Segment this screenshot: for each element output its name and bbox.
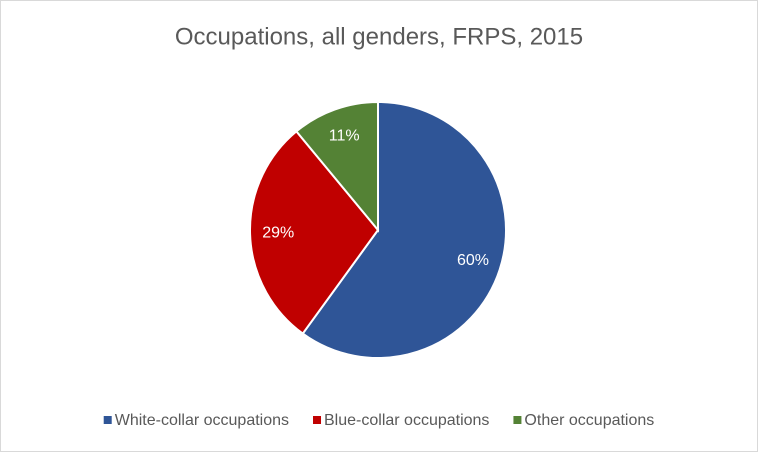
legend-label: Blue-collar occupations bbox=[324, 412, 489, 429]
legend-label: Other occupations bbox=[524, 412, 654, 429]
legend: White-collar occupations Blue-collar occu… bbox=[103, 412, 654, 429]
data-label: 60% bbox=[457, 252, 489, 269]
legend-swatch bbox=[513, 416, 522, 424]
pie-slice bbox=[295, 100, 379, 233]
legend-swatch bbox=[313, 416, 322, 424]
chart-title: Occupations, all genders, FRPS, 2015 bbox=[175, 23, 583, 50]
legend-label: White-collar occupations bbox=[115, 412, 289, 429]
data-label: 29% bbox=[262, 224, 294, 241]
pie-slice bbox=[301, 100, 507, 359]
pie-slice bbox=[249, 129, 380, 335]
data-label: 11% bbox=[329, 127, 360, 144]
legend-swatch bbox=[103, 416, 112, 424]
